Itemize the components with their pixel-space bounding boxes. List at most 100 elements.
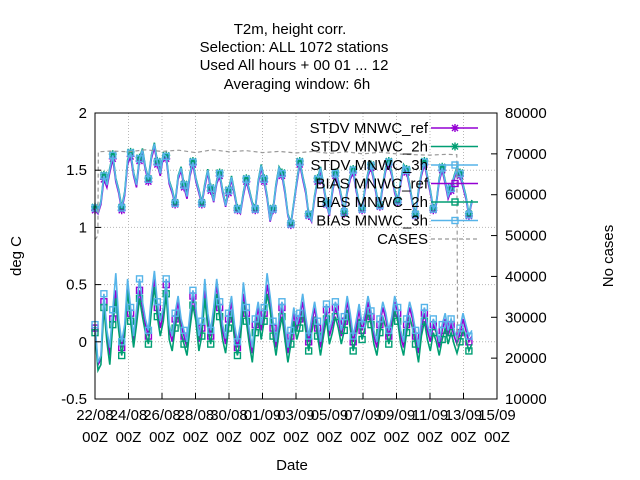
data-point bbox=[135, 155, 144, 163]
data-point bbox=[251, 328, 259, 337]
data-point bbox=[198, 317, 206, 325]
data-point bbox=[287, 220, 295, 228]
data-point bbox=[215, 312, 224, 321]
data-point bbox=[269, 317, 277, 325]
data-point bbox=[402, 328, 411, 337]
data-point bbox=[242, 174, 251, 183]
data-point bbox=[367, 161, 375, 170]
data-point bbox=[189, 158, 197, 166]
data-point bbox=[215, 298, 224, 306]
x-tick-label-date: 09/09 bbox=[378, 407, 416, 424]
data-point bbox=[100, 290, 108, 298]
legend-marker bbox=[451, 124, 459, 132]
data-point bbox=[144, 340, 153, 348]
data-point bbox=[242, 303, 251, 312]
data-point bbox=[313, 317, 322, 325]
x-tick-label-date: 22/08 bbox=[76, 407, 114, 424]
data-point bbox=[278, 169, 286, 178]
data-point bbox=[224, 187, 233, 195]
data-point bbox=[99, 170, 108, 179]
data-point bbox=[126, 317, 135, 325]
legend-label: STDV MNWC_ref bbox=[310, 120, 429, 137]
data-point bbox=[331, 169, 340, 178]
x-tick-label-date: 24/08 bbox=[110, 407, 148, 424]
data-point bbox=[349, 347, 357, 355]
data-point bbox=[278, 298, 286, 306]
x-tick-label-hour: 00Z bbox=[451, 429, 477, 446]
data-point bbox=[420, 158, 429, 166]
data-point bbox=[385, 340, 393, 348]
data-point bbox=[242, 175, 251, 184]
data-point bbox=[180, 326, 188, 335]
data-point bbox=[393, 197, 402, 205]
data-point bbox=[109, 306, 117, 314]
x-tick-label-date: 07/09 bbox=[344, 407, 382, 424]
legend-label: BIAS MNWC_ref bbox=[315, 176, 428, 193]
series-6 bbox=[91, 270, 473, 363]
x-tick-label-hour: 00Z bbox=[183, 429, 209, 446]
x-tick-label-hour: 00Z bbox=[317, 429, 343, 446]
title-line-4: Averaging window: 6h bbox=[224, 76, 370, 93]
x-tick-label-hour: 00Z bbox=[350, 429, 376, 446]
data-point bbox=[287, 326, 295, 335]
data-point bbox=[447, 184, 455, 193]
data-point bbox=[171, 309, 179, 317]
data-point bbox=[118, 204, 126, 212]
x-axis-label: Date bbox=[276, 457, 308, 474]
data-point bbox=[402, 315, 411, 323]
title-line-1: T2m, height corr. bbox=[234, 21, 347, 38]
data-point bbox=[349, 166, 357, 174]
y-tick-label: 0.5 bbox=[66, 277, 87, 294]
y2-tick-label: 70000 bbox=[505, 146, 547, 163]
data-point bbox=[162, 151, 171, 160]
data-point bbox=[304, 347, 313, 355]
data-point bbox=[260, 175, 268, 184]
x-tick-label-date: 01/09 bbox=[244, 407, 282, 424]
y-tick-label: 1 bbox=[79, 219, 87, 236]
data-point bbox=[153, 298, 162, 306]
chart-title: T2m, height corr. Selection: ALL 1072 st… bbox=[200, 21, 389, 93]
data-point bbox=[296, 324, 304, 332]
data-point bbox=[180, 340, 188, 348]
x-tick-label-hour: 00Z bbox=[216, 429, 242, 446]
x-tick-label-hour: 00Z bbox=[149, 429, 175, 446]
data-point bbox=[171, 324, 179, 332]
data-point bbox=[367, 307, 375, 315]
data-point bbox=[207, 340, 215, 348]
data-point bbox=[340, 208, 348, 217]
data-point bbox=[153, 158, 162, 166]
data-point bbox=[393, 303, 402, 312]
data-point bbox=[144, 175, 153, 184]
x-tick-label-hour: 00Z bbox=[417, 429, 443, 446]
data-point bbox=[126, 149, 135, 157]
data-point bbox=[135, 275, 144, 283]
data-point bbox=[349, 332, 357, 340]
x-tick-label-date: 26/08 bbox=[143, 407, 181, 424]
data-point bbox=[456, 324, 464, 332]
legend-marker bbox=[451, 179, 459, 188]
x-tick-label-hour: 00Z bbox=[484, 429, 510, 446]
x-tick-label-date: 13/09 bbox=[445, 407, 483, 424]
data-point bbox=[429, 315, 437, 323]
legend-marker bbox=[451, 216, 459, 225]
data-point bbox=[385, 158, 393, 166]
y2-tick-label: 10000 bbox=[505, 391, 547, 408]
data-point bbox=[180, 181, 188, 189]
data-point bbox=[171, 199, 179, 208]
data-point bbox=[358, 320, 366, 329]
data-point bbox=[198, 199, 206, 208]
y2-tick-label: 50000 bbox=[505, 228, 547, 245]
data-point bbox=[109, 151, 117, 160]
data-point bbox=[313, 175, 322, 184]
legend-marker bbox=[451, 161, 459, 169]
y2-tick-label: 40000 bbox=[505, 268, 547, 285]
y2-tick-label: 80000 bbox=[505, 105, 547, 122]
x-tick-label-date: 05/09 bbox=[311, 407, 349, 424]
data-point bbox=[215, 169, 224, 178]
data-point bbox=[251, 315, 259, 323]
legend-label: STDV MNWC_2h bbox=[310, 139, 428, 156]
x-tick-label-date: 15/09 bbox=[478, 407, 516, 424]
data-point bbox=[108, 150, 117, 159]
y-tick-label: 0 bbox=[79, 334, 87, 351]
